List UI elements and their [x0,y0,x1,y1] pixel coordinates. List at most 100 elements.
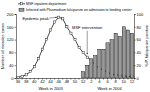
marker [86,56,88,58]
tick-label: 120 [7,37,14,42]
tick: 60 [134,37,142,42]
tick: 44 [48,78,53,84]
y2-axis: 0 20 40 60 80 100 [134,12,144,81]
tick: 80 [134,25,142,30]
legend-symbol [18,3,25,4]
marker [62,18,64,20]
tick-mark [15,14,17,15]
marker [82,51,84,53]
tick-label: 40 [137,50,142,55]
tick-label: 46 [56,79,61,84]
tick: 6 [106,78,109,84]
tick-mark [22,78,23,80]
bar [130,33,133,78]
tick: 36 [16,78,21,84]
tick: 20 [134,63,142,68]
bar [82,72,85,78]
tick: 46 [56,78,61,84]
y-axis-title: Number of measles cases [0,23,5,69]
bar [98,49,101,78]
tick: 160 [7,25,16,30]
marker [25,74,27,76]
marker [74,39,76,41]
tick: 80 [9,50,16,55]
tick-mark [15,52,17,53]
marker [45,39,47,41]
marker [21,75,23,77]
legend-label: Infected with Plasmodium falciparum on a… [26,8,132,12]
tick: 52 [81,78,86,84]
tick: 0 [11,76,16,81]
bar [90,59,93,78]
marker [58,16,60,18]
tick-label: 200 [7,12,14,17]
marker [70,32,72,34]
tick-label: 0 [137,76,140,81]
bar [102,49,105,78]
bar [114,33,117,78]
y-axis: 04080120160200 [7,12,17,81]
tick [127,78,128,80]
tick-mark [134,40,136,41]
plot-area [17,16,134,78]
bar [106,43,109,78]
tick-label: 100 [137,12,144,17]
bar [122,27,125,78]
tick-mark [38,78,39,80]
tick-label: 36 [16,79,21,84]
axis-line [135,15,136,79]
legend-symbol [19,8,24,11]
tick: 38 [24,78,29,84]
annotation: Epidemic peak [22,16,48,21]
legend-symbol [20,3,22,5]
tick-mark [134,27,136,28]
marker [78,47,80,49]
tick: 40 [32,78,37,84]
legend: MSF inpatient department Infected with Pl… [18,2,132,12]
tick-mark [134,14,136,15]
tick [30,78,31,80]
tick-mark [134,65,136,66]
tick: 48 [65,78,70,84]
chart: 3638404244464850522468101204080120160200… [0,0,150,92]
marker [41,48,43,50]
tick [95,78,96,80]
tick-label: 42 [40,79,45,84]
tick-label: 38 [24,79,29,84]
bar [94,56,97,78]
tick [70,78,71,80]
tick-mark [134,52,136,53]
bar [86,65,89,78]
tick-mark [15,65,17,66]
tick: 4 [98,78,101,84]
x-axis-title: Week in 2003 [38,86,63,91]
tick: 120 [7,37,16,42]
tick [62,78,63,80]
tick: 0 [134,76,140,81]
tick-label: 0 [11,76,14,81]
tick-label: 80 [9,50,14,55]
tick-label: 80 [137,25,142,30]
tick: 8 [115,78,118,84]
marker [17,76,19,78]
tick-mark [62,78,63,80]
tick-label: 4 [98,79,101,84]
tick [38,78,39,80]
bar [126,30,129,78]
tick-label: 44 [48,79,53,84]
bar [110,40,113,78]
tick: 200 [7,12,16,17]
tick-mark [119,78,120,80]
tick: 12 [130,78,135,84]
legend-label: MSF inpatient department [26,2,66,6]
axis-line [15,15,17,79]
tick-label: 10 [122,79,127,84]
annotation-arrow [49,17,57,18]
tick-label: 160 [7,25,14,30]
tick: 2 [90,78,93,84]
tick-mark [46,78,47,80]
tick-label: 60 [137,37,142,42]
tick: 50 [73,78,78,84]
tick [22,78,23,80]
tick-mark [134,78,136,79]
